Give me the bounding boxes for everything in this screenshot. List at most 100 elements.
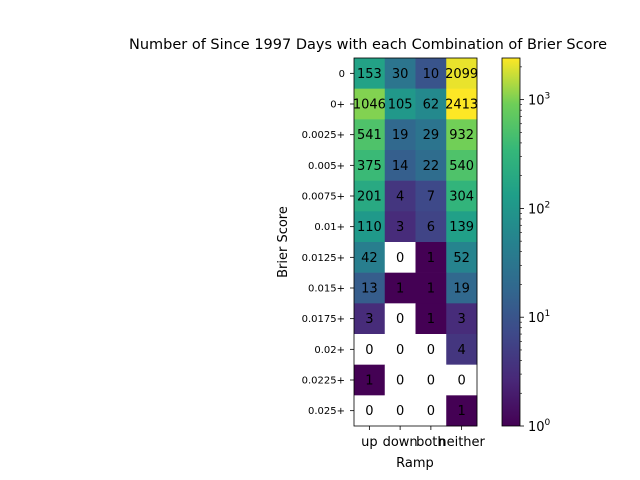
heatmap-cell <box>446 272 478 304</box>
cell-value-label: 14 <box>392 159 409 174</box>
cell-value-label: 932 <box>449 128 474 143</box>
y-axis-label: Brier Score <box>276 206 291 278</box>
heatmap-cell <box>415 88 447 120</box>
heatmap-cell <box>384 119 416 151</box>
cell-value-label: 52 <box>453 251 470 266</box>
x-tick-label: both <box>416 435 446 450</box>
cell-value-label: 0 <box>396 343 404 358</box>
heatmap-cell <box>384 88 416 120</box>
cell-value-label: 1 <box>427 251 435 266</box>
cell-value-label: 0 <box>427 374 435 389</box>
cell-value-label: 10 <box>423 67 440 82</box>
cell-value-label: 0 <box>396 312 404 327</box>
y-tick-label: 0.0225+ <box>302 376 345 387</box>
heatmap-cell <box>446 303 478 335</box>
y-tick-label: 0.005+ <box>308 161 345 172</box>
cell-value-label: 7 <box>427 190 435 205</box>
cell-value-label: 540 <box>449 159 474 174</box>
heatmap-cell <box>446 180 478 212</box>
cell-value-label: 0 <box>427 404 435 419</box>
x-axis-label: Ramp <box>396 456 434 471</box>
heatmap-cell <box>354 211 386 243</box>
heatmap-cell <box>384 303 416 335</box>
heatmap-cell <box>446 150 478 181</box>
heatmap-cell <box>415 272 447 304</box>
heatmap-cell <box>446 395 478 427</box>
x-tick-label: neither <box>438 435 485 450</box>
cell-value-label: 6 <box>427 220 435 235</box>
cell-value-label: 2413 <box>445 98 478 113</box>
colorbar-tick-label: 102 <box>528 200 550 217</box>
cell-value-label: 42 <box>361 251 378 266</box>
cell-value-label: 1046 <box>353 98 386 113</box>
cell-value-label: 153 <box>357 67 382 82</box>
y-tick-label: 0.01+ <box>314 222 345 233</box>
colorbar-tick-label: 103 <box>528 92 550 109</box>
y-tick-label: 0.0125+ <box>302 253 345 264</box>
cell-value-label: 0 <box>396 251 404 266</box>
cell-value-label: 1 <box>457 404 465 419</box>
heatmap-cell <box>384 150 416 181</box>
heatmap-cell <box>415 364 447 396</box>
heatmap-cell <box>354 272 386 304</box>
cell-value-label: 375 <box>357 159 382 174</box>
heatmap-cell <box>354 364 386 396</box>
chart-title: Number of Since 1997 Days with each Comb… <box>129 37 607 53</box>
heatmap-cell <box>384 364 416 396</box>
heatmap-cell <box>384 180 416 212</box>
cell-value-label: 1 <box>396 282 404 297</box>
colorbar-tick-label: 101 <box>528 309 550 326</box>
cell-value-label: 3 <box>457 312 465 327</box>
heatmap-cell <box>415 395 447 427</box>
heatmap-cell <box>384 242 416 273</box>
heatmap-cell <box>415 211 447 243</box>
heatmap-cell <box>384 395 416 427</box>
cell-value-label: 1 <box>427 312 435 327</box>
heatmap-cell <box>415 242 447 273</box>
cell-value-label: 139 <box>449 220 474 235</box>
y-tick-label: 0.025+ <box>308 406 345 417</box>
heatmap-cell <box>354 395 386 427</box>
cell-value-label: 0 <box>427 343 435 358</box>
heatmap-cell <box>384 211 416 243</box>
cell-value-label: 0 <box>396 404 404 419</box>
cell-value-label: 110 <box>357 220 382 235</box>
plot-frame <box>353 57 478 427</box>
cell-value-label: 1 <box>365 374 373 389</box>
heatmap-cell <box>415 180 447 212</box>
cell-value-label: 4 <box>396 190 404 205</box>
y-tick-label: 0+ <box>330 100 345 111</box>
cell-value-label: 30 <box>392 67 409 82</box>
heatmap-cell <box>446 364 478 396</box>
cell-value-label: 13 <box>361 282 378 297</box>
y-tick-label: 0 <box>339 69 345 80</box>
y-tick-label: 0.02+ <box>314 345 345 356</box>
x-tick-label: up <box>361 435 378 450</box>
cell-value-label: 19 <box>392 128 409 143</box>
heatmap-cell <box>354 303 386 335</box>
heatmap-cell <box>354 242 386 273</box>
heatmap-cell <box>354 180 386 212</box>
heatmap-cell <box>415 303 447 335</box>
cell-value-label: 0 <box>457 374 465 389</box>
heatmap-cell <box>415 58 447 89</box>
cell-value-label: 1 <box>427 282 435 297</box>
x-tick-label: down <box>383 435 418 450</box>
y-tick-label: 0.0175+ <box>302 314 345 325</box>
heatmap-cell <box>415 119 447 151</box>
heatmap-cell <box>384 272 416 304</box>
cell-value-label: 2099 <box>445 67 478 82</box>
cell-value-label: 19 <box>453 282 470 297</box>
cell-value-label: 3 <box>365 312 373 327</box>
heatmap-cell <box>446 88 478 120</box>
heatmap-cell <box>384 334 416 365</box>
y-axis-ticks: 0 0+ 0.0025+ 0.005+ 0.0075+ 0.01+ 0.0125+ 0.015… <box>302 69 354 417</box>
y-tick-label: 0.015+ <box>308 284 345 295</box>
heatmap-cell <box>446 242 478 273</box>
cell-value-label: 29 <box>423 128 440 143</box>
cell-value-label: 304 <box>449 190 474 205</box>
cell-value-label: 3 <box>396 220 404 235</box>
colorbar <box>501 57 521 427</box>
cell-value-label: 0 <box>396 374 404 389</box>
